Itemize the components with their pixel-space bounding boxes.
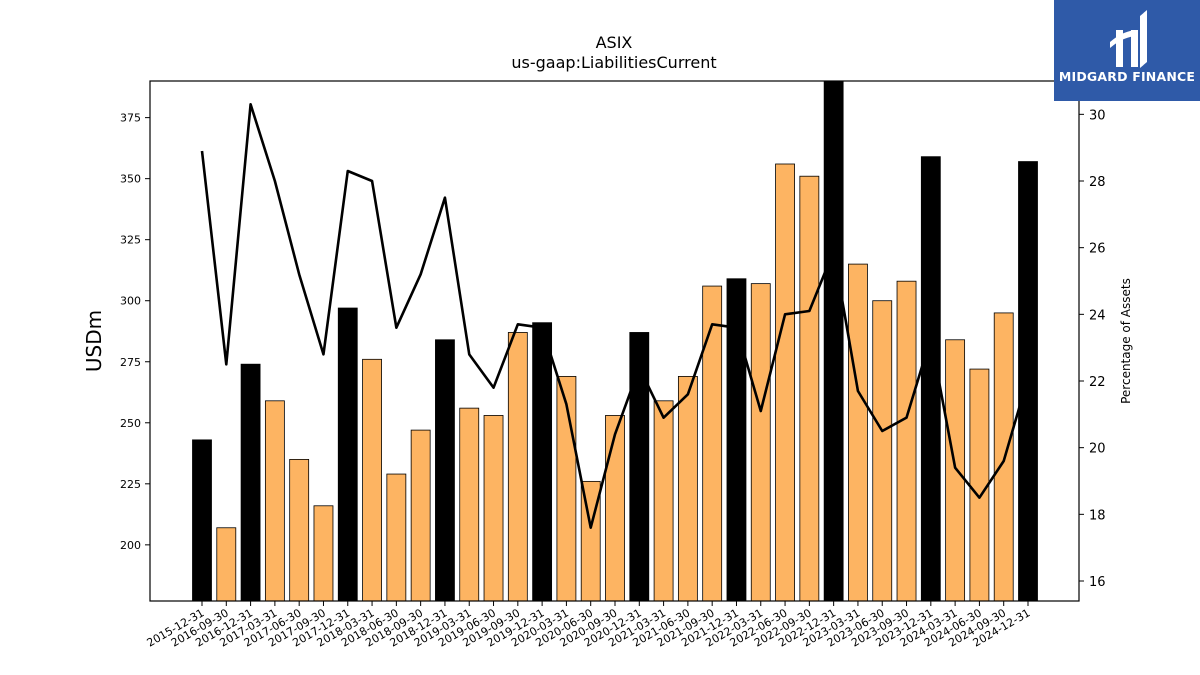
bar-2020-12-31 [629,332,650,602]
bar-2017-09-30 [313,505,334,602]
line-group [200,103,1030,529]
y-tick-label: 350 [120,173,141,186]
bar-2021-09-30 [702,285,723,602]
bar-2017-12-31 [337,307,358,602]
bar-2023-03-31 [848,263,868,602]
y2-tick-label: 30 [1089,108,1106,123]
bar-2018-09-30 [410,429,431,602]
bar-2015-12-31 [192,439,212,602]
bar-2024-03-31 [945,339,966,602]
y-tick-label: 375 [120,112,141,125]
y-tick-label: 325 [120,234,141,247]
x-axis: 2015-12-312016-09-302016-12-312017-03-31… [145,601,1033,650]
logo-text: MIDGARD FINANCE [1058,69,1196,84]
bar-2016-12-31 [240,363,261,602]
y-axis: 200 225 250 275 300 325 350 375 [120,112,150,552]
bar-2019-06-30 [483,415,504,602]
y-tick-label: 200 [120,539,141,552]
y2-tick-label: 22 [1089,375,1106,390]
y-tick-label: 300 [120,295,141,308]
y2-tick-label: 24 [1089,308,1106,323]
bar-2019-03-31 [459,407,480,602]
y-tick-label: 225 [120,478,141,491]
bar-2016-09-30 [216,527,237,602]
midgard-logo-icon [1110,10,1147,68]
y2-tick-label: 18 [1089,508,1106,523]
bar-2023-06-30 [872,300,893,602]
bar-group [192,80,1038,602]
bar-2017-06-30 [289,458,310,602]
y2-axis: 16 18 20 22 24 26 28 30 [1079,108,1106,590]
bar-2024-06-30 [969,368,990,602]
bar-2023-09-30 [896,280,917,602]
y2-axis-label: Percentage of Assets [1119,278,1133,404]
y2-tick-label: 20 [1089,442,1106,457]
y2-tick-label: 16 [1089,575,1106,590]
y-tick-label: 275 [120,356,141,369]
bar-2022-12-31 [823,80,844,602]
chart-title: ASIX [596,33,633,52]
bar-2022-09-30 [799,175,820,602]
bar-2019-09-30 [507,332,528,602]
percentage-line [200,103,1030,529]
bar-2018-12-31 [435,339,455,602]
bar-2022-06-30 [775,163,795,602]
bar-2017-03-31 [264,400,285,602]
bar-2021-03-31 [653,400,674,602]
bar-2022-03-31 [750,283,771,602]
chart-subtitle: us-gaap:LiabilitiesCurrent [511,53,716,72]
bar-2019-12-31 [532,322,553,602]
bar-2018-06-30 [386,473,407,602]
brand-logo: MIDGARD FINANCE [1054,0,1200,101]
y-axis-label: USDm [82,310,106,372]
bar-2018-03-31 [362,358,382,602]
bar-2020-09-30 [605,415,625,602]
bar-2021-06-30 [677,375,698,602]
y2-tick-label: 26 [1089,242,1106,257]
y2-tick-label: 28 [1089,175,1106,190]
y-tick-label: 250 [120,417,141,430]
